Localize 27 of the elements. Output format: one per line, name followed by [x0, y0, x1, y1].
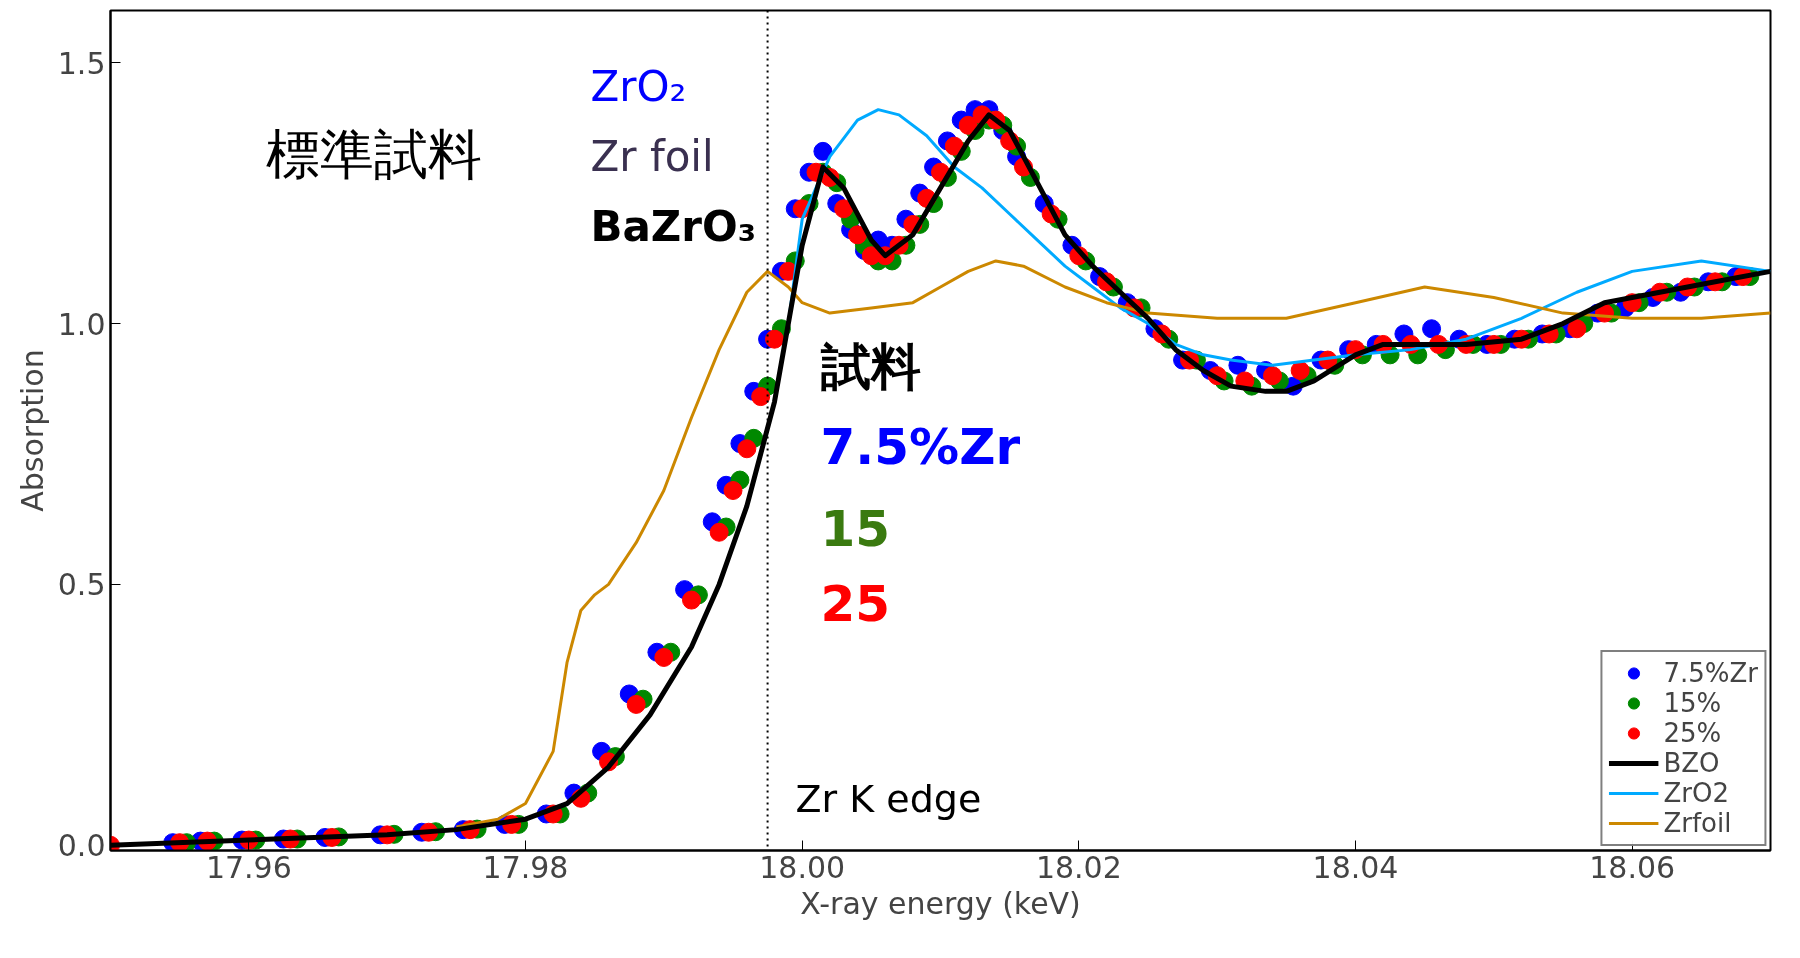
x-tick-label: 18.06	[1589, 849, 1676, 885]
legend-label: Zrfoil	[1663, 808, 1732, 838]
legend-label: 25%	[1663, 718, 1722, 748]
legend-label: 7.5%Zr	[1663, 658, 1758, 688]
annotation: ZrO₂	[590, 61, 687, 111]
legend-label: 15%	[1663, 688, 1722, 718]
annotation: BaZrO₃	[590, 201, 757, 251]
x-axis-title: X-ray energy (keV)	[800, 885, 1081, 921]
y-tick-label: 0.5	[57, 567, 106, 603]
y-tick-label: 1.0	[57, 306, 106, 342]
annotation: 7.5%Zr	[820, 417, 1021, 476]
x-tick-label: 18.02	[1035, 849, 1122, 885]
annotation: 標準試料	[265, 122, 482, 186]
x-tick-label: 18.04	[1312, 849, 1399, 885]
x-tick-label: 18.00	[759, 849, 846, 885]
x-tick-label: 17.98	[482, 849, 569, 885]
ref-line-label: Zr K edge	[795, 776, 982, 821]
legend-label: ZrO2	[1663, 778, 1729, 808]
legend-label: BZO	[1663, 748, 1720, 778]
y-axis-title: Absorption	[14, 349, 50, 512]
annotation: 25	[820, 574, 891, 633]
y-tick-label: 1.5	[57, 45, 106, 81]
annotation: 15	[820, 499, 891, 558]
annotation: 試料	[819, 337, 921, 396]
annotation: Zr foil	[590, 131, 714, 181]
y-tick-label: 0.0	[57, 828, 106, 864]
x-tick-label: 17.96	[205, 849, 292, 885]
